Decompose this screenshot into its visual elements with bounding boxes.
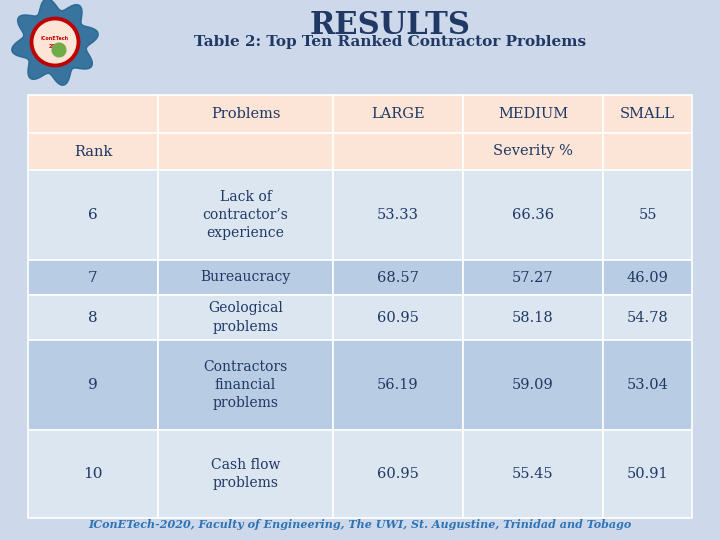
Bar [603, 170, 692, 260]
Text: 54.78: 54.78 [626, 310, 668, 325]
Text: LARGE: LARGE [372, 107, 425, 121]
Text: Geological
problems: Geological problems [208, 301, 283, 334]
Text: 60.95: 60.95 [377, 310, 419, 325]
Text: 8: 8 [88, 310, 98, 325]
Bar [603, 95, 692, 133]
Bar [603, 260, 692, 295]
Text: Rank: Rank [74, 145, 112, 159]
Bar [603, 430, 692, 518]
Text: Table 2: Top Ten Ranked Contractor Problems: Table 2: Top Ten Ranked Contractor Probl… [194, 35, 586, 49]
Bar [158, 340, 333, 430]
Bar [158, 95, 333, 133]
Text: 46.09: 46.09 [626, 271, 668, 285]
Text: 55.45: 55.45 [512, 467, 554, 481]
Text: Contractors
financial
problems: Contractors financial problems [203, 360, 287, 410]
Text: 57.27: 57.27 [512, 271, 554, 285]
Circle shape [34, 21, 76, 63]
Bar [333, 260, 463, 295]
Bar [28, 430, 158, 518]
Text: 2020: 2020 [48, 44, 62, 49]
Text: Cash flow
problems: Cash flow problems [211, 458, 280, 490]
Bar [28, 133, 158, 170]
Text: Bureaucracy: Bureaucracy [200, 271, 291, 285]
Text: RESULTS: RESULTS [310, 10, 470, 41]
Bar [463, 295, 603, 340]
Bar [333, 95, 463, 133]
Text: 6: 6 [88, 208, 98, 222]
Bar [158, 260, 333, 295]
Text: 53.04: 53.04 [626, 378, 668, 392]
Bar [603, 133, 692, 170]
Bar [463, 430, 603, 518]
Bar [28, 340, 158, 430]
Text: Lack of
contractor’s
experience: Lack of contractor’s experience [202, 190, 289, 240]
Text: 59.09: 59.09 [512, 378, 554, 392]
Text: 56.19: 56.19 [377, 378, 419, 392]
Text: IConETech: IConETech [41, 37, 69, 42]
Text: Problems: Problems [211, 107, 280, 121]
Bar [463, 133, 603, 170]
Bar [603, 295, 692, 340]
Text: MEDIUM: MEDIUM [498, 107, 568, 121]
Bar [28, 295, 158, 340]
Text: SMALL: SMALL [620, 107, 675, 121]
Bar [463, 95, 603, 133]
Polygon shape [12, 0, 98, 85]
Bar [333, 170, 463, 260]
Text: 9: 9 [88, 378, 98, 392]
Bar [463, 260, 603, 295]
Text: 60.95: 60.95 [377, 467, 419, 481]
Text: 55: 55 [638, 208, 657, 222]
Text: IConETech-2020, Faculty of Engineering, The UWI, St. Augustine, Trinidad and Tob: IConETech-2020, Faculty of Engineering, … [89, 519, 631, 530]
Bar [158, 133, 333, 170]
Text: 58.18: 58.18 [512, 310, 554, 325]
Circle shape [30, 17, 80, 67]
Bar [463, 340, 603, 430]
Text: 66.36: 66.36 [512, 208, 554, 222]
Bar [0, 0, 720, 90]
Bar [333, 295, 463, 340]
Text: 53.33: 53.33 [377, 208, 419, 222]
Bar [28, 95, 158, 133]
Text: Severity %: Severity % [493, 145, 573, 159]
Circle shape [52, 43, 66, 57]
Text: 68.57: 68.57 [377, 271, 419, 285]
Bar [158, 295, 333, 340]
Text: 7: 7 [88, 271, 98, 285]
Bar [333, 430, 463, 518]
Bar [158, 170, 333, 260]
Bar [333, 133, 463, 170]
Bar [603, 340, 692, 430]
Bar [28, 260, 158, 295]
Text: 50.91: 50.91 [626, 467, 668, 481]
Text: 10: 10 [84, 467, 103, 481]
Bar [463, 170, 603, 260]
Bar [333, 340, 463, 430]
Bar [28, 170, 158, 260]
Bar [158, 430, 333, 518]
